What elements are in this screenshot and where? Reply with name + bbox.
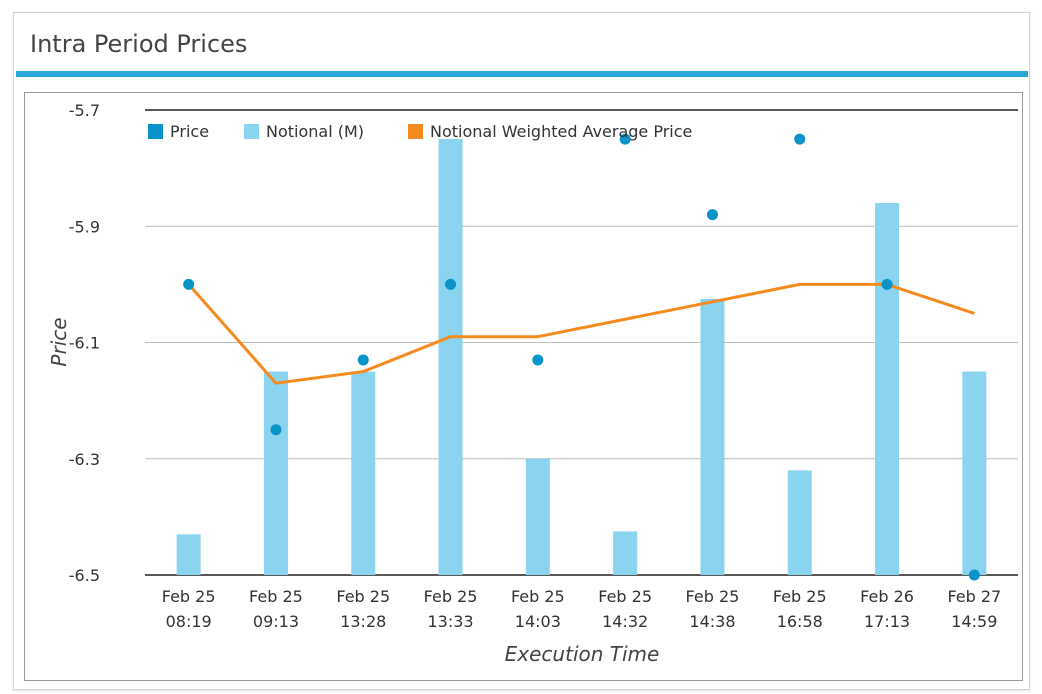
x-axis-title: Execution Time — [505, 642, 660, 666]
price-point — [968, 569, 980, 581]
legend-label: Price — [170, 122, 209, 141]
notional-bar — [787, 470, 812, 575]
notional-bar — [438, 139, 463, 575]
x-tick-date: Feb 25 — [511, 587, 565, 606]
notional-bar — [700, 298, 725, 575]
title-underline — [16, 71, 1028, 77]
x-tick-time: 14:32 — [602, 612, 648, 631]
axis-layer: -5.7 -5.9 -6.1 -6.3 -6.5 Feb 25 08:19 Feb 25 09:… — [47, 101, 1001, 666]
notional-bar — [875, 203, 900, 575]
price-point — [532, 354, 544, 366]
y-tick-label: -5.7 — [69, 101, 100, 120]
chart-frame — [24, 92, 1023, 681]
y-axis-title: Price — [47, 317, 71, 366]
price-point — [619, 133, 631, 145]
legend-swatch — [148, 124, 163, 139]
notional-bar — [176, 534, 201, 575]
notional-bar — [351, 371, 376, 575]
y-tick-label: -6.1 — [69, 334, 100, 353]
price-point — [794, 133, 806, 145]
notional-bar — [525, 458, 550, 575]
x-tick-time: 13:28 — [340, 612, 386, 631]
legend: Price Notional (M) Notional Weighted Avera… — [148, 122, 692, 141]
notional-bar — [613, 531, 638, 575]
price-point — [706, 209, 718, 221]
x-tick-time: 08:19 — [166, 612, 212, 631]
legend-label: Notional (M) — [266, 122, 364, 141]
x-tick-date: Feb 25 — [162, 587, 216, 606]
y-tick-label: -5.9 — [69, 217, 100, 236]
x-tick-date: Feb 25 — [773, 587, 827, 606]
nwap-line-layer — [187, 282, 975, 385]
x-tick-date: Feb 25 — [686, 587, 740, 606]
x-tick-date: Feb 27 — [947, 587, 1001, 606]
y-tick-label: -6.3 — [69, 450, 100, 469]
price-point — [881, 278, 893, 290]
x-tick-time: 13:33 — [427, 612, 473, 631]
x-tick-time: 14:03 — [515, 612, 561, 631]
x-tick-time: 09:13 — [253, 612, 299, 631]
x-tick-time: 16:58 — [777, 612, 823, 631]
x-tick-date: Feb 25 — [424, 587, 478, 606]
grid-layer — [145, 109, 1018, 576]
nwap-line — [187, 282, 975, 385]
notional-bar — [962, 371, 987, 575]
x-tick-date: Feb 26 — [860, 587, 914, 606]
price-point — [357, 354, 369, 366]
legend-label: Notional Weighted Average Price — [430, 122, 692, 141]
price-point — [183, 278, 195, 290]
x-tick-time: 14:38 — [689, 612, 735, 631]
price-point — [270, 424, 282, 436]
x-tick-date: Feb 25 — [336, 587, 390, 606]
x-tick-date: Feb 25 — [598, 587, 652, 606]
y-tick-label: -6.5 — [69, 566, 100, 585]
price-points — [183, 133, 980, 581]
price-point — [445, 278, 457, 290]
x-tick-date: Feb 25 — [249, 587, 303, 606]
x-tick-time: 17:13 — [864, 612, 910, 631]
legend-swatch — [408, 124, 423, 139]
x-tick-time: 14:59 — [951, 612, 997, 631]
notional-bars — [176, 139, 987, 575]
notional-bar — [263, 371, 288, 575]
page-title: Intra Period Prices — [30, 30, 248, 58]
legend-swatch — [244, 124, 259, 139]
